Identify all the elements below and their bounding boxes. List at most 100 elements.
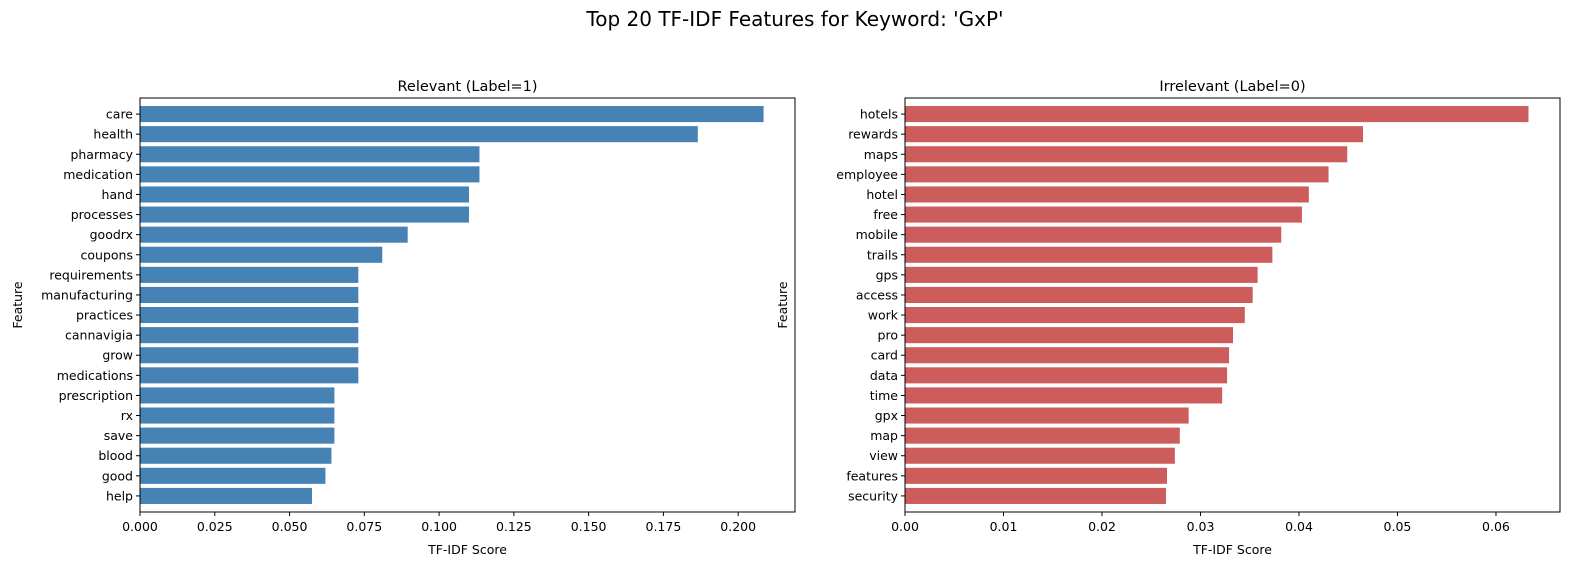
irrelevant-ytick-label: time [870,388,899,403]
irrelevant-ytick-label: gpx [875,408,898,423]
relevant-xtick-label: 0.100 [421,519,457,534]
irrelevant-ytick-label: work [868,308,899,323]
irrelevant-bar-pro [905,327,1233,344]
relevant-bar-help [140,487,312,504]
irrelevant-ytick-label: free [873,207,898,222]
irrelevant-xtick-label: 0.04 [1285,519,1313,534]
relevant-bar-practices [140,307,359,324]
relevant-ytick-label: medication [63,167,133,182]
relevant-bar-rx [140,407,335,424]
relevant-bar-medication [140,166,480,183]
irrelevant-bar-employee [905,166,1329,183]
relevant-bar-medications [140,367,359,384]
irrelevant-bar-features [905,467,1167,484]
irrelevant-ytick-label: access [856,287,898,302]
relevant-bar-blood [140,447,332,464]
relevant-ytick-label: requirements [49,267,133,282]
irrelevant-ytick-label: features [846,468,898,483]
irrelevant-bar-free [905,206,1302,223]
irrelevant-ytick-label: map [870,428,898,443]
irrelevant-bar-card [905,347,1230,364]
relevant-ytick-label: processes [71,207,133,222]
irrelevant-ytick-label: maps [864,147,898,162]
irrelevant-bar-hotels [905,106,1529,123]
irrelevant-xtick-label: 0.06 [1482,519,1510,534]
relevant-xtick-label: 0.150 [571,519,607,534]
irrelevant-ytick-label: hotels [860,107,898,122]
figure-title: Top 20 TF-IDF Features for Keyword: 'GxP… [585,7,1003,31]
irrelevant-panel: Irrelevant (Label=0) hotels rewards maps emp… [775,79,1561,557]
relevant-panel-title: Relevant (Label=1) [397,79,537,95]
relevant-bar-hand [140,186,469,203]
irrelevant-xtick-label: 0.02 [1088,519,1116,534]
irrelevant-bar-map [905,427,1180,444]
irrelevant-bar-security [905,487,1167,504]
relevant-bar-grow [140,347,359,364]
relevant-xtick-label: 0.175 [646,519,682,534]
relevant-ytick-label: goodrx [90,227,133,242]
relevant-xtick-label: 0.000 [122,519,158,534]
relevant-bar-good [140,467,326,484]
relevant-bar-pharmacy [140,146,480,163]
relevant-ytick-label: hand [102,187,133,202]
relevant-bar-cannavigia [140,327,359,344]
irrelevant-bar-gpx [905,407,1189,424]
irrelevant-xtick-label: 0.03 [1187,519,1215,534]
irrelevant-x-axis-label: TF-IDF Score [1192,542,1272,557]
relevant-ytick-label: health [93,127,133,142]
relevant-panel: Relevant (Label=1) care health pharmacy medi… [10,79,796,557]
irrelevant-panel-title: Irrelevant (Label=0) [1159,79,1305,95]
irrelevant-y-axis-label: Feature [775,281,790,329]
irrelevant-xtick-label: 0.05 [1384,519,1412,534]
relevant-bar-manufacturing [140,286,359,303]
relevant-bar-goodrx [140,226,408,243]
irrelevant-bar-rewards [905,126,1364,143]
irrelevant-bar-hotel [905,186,1309,203]
relevant-ytick-label: grow [102,348,133,363]
irrelevant-bar-work [905,307,1245,324]
irrelevant-ytick-label: view [869,448,898,463]
irrelevant-ytick-label: mobile [856,227,899,242]
relevant-ytick-label: practices [76,308,133,323]
irrelevant-bar-mobile [905,226,1282,243]
relevant-ytick-label: manufacturing [41,287,133,302]
relevant-ytick-label: help [106,488,133,503]
irrelevant-bar-data [905,367,1228,384]
irrelevant-ytick-label: trails [867,247,898,262]
relevant-ytick-label: coupons [81,247,133,262]
irrelevant-bar-view [905,447,1175,464]
relevant-ytick-label: save [104,428,134,443]
relevant-xtick-label: 0.125 [496,519,532,534]
irrelevant-ytick-label: security [848,488,899,503]
irrelevant-bar-time [905,387,1223,404]
irrelevant-xtick-label: 0.01 [990,519,1018,534]
relevant-ytick-label: good [102,468,133,483]
relevant-ytick-label: rx [121,408,133,423]
irrelevant-ytick-label: employee [836,167,898,182]
irrelevant-axes-frame [904,97,1561,513]
relevant-x-axis-label: TF-IDF Score [427,542,507,557]
relevant-xtick-label: 0.075 [346,519,382,534]
relevant-xtick-label: 0.050 [272,519,308,534]
relevant-bar-processes [140,206,469,223]
irrelevant-bar-trails [905,246,1273,263]
irrelevant-xtick-label: 0.00 [891,519,919,534]
relevant-bar-health [140,126,698,143]
relevant-y-axis-label: Feature [10,281,25,329]
relevant-bar-requirements [140,266,359,283]
relevant-ytick-label: care [106,107,133,122]
irrelevant-ytick-label: hotel [866,187,898,202]
irrelevant-ytick-label: card [871,348,898,363]
relevant-ytick-label: prescription [59,388,133,403]
irrelevant-ytick-label: rewards [848,127,898,142]
relevant-bar-prescription [140,387,335,404]
relevant-ytick-label: blood [98,448,133,463]
irrelevant-bar-gps [905,266,1258,283]
relevant-ytick-label: pharmacy [70,147,133,162]
irrelevant-ytick-label: gps [876,267,898,282]
relevant-xtick-label: 0.200 [720,519,756,534]
relevant-bar-save [140,427,335,444]
irrelevant-ytick-label: pro [878,328,898,343]
irrelevant-bar-access [905,286,1253,303]
